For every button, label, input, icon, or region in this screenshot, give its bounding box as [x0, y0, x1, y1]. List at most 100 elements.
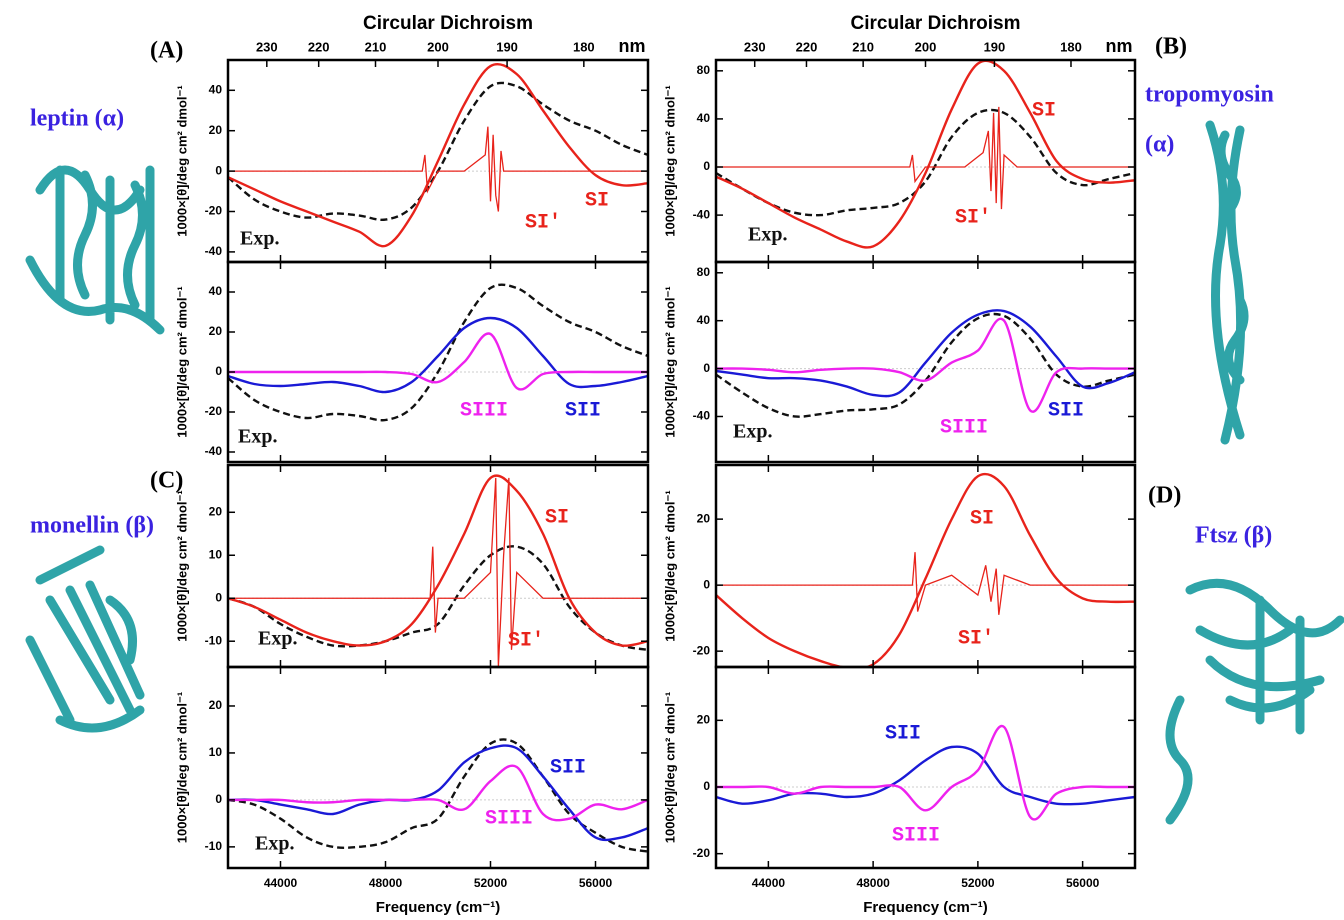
- y-tick-label: -40: [693, 409, 711, 423]
- x2-tick-label: 230: [256, 39, 278, 54]
- chart-title: Circular Dichroism: [851, 13, 1021, 34]
- y-tick-label: 20: [697, 713, 711, 727]
- series-line: [716, 106, 1135, 210]
- y-tick-label: -40: [205, 444, 223, 458]
- series-line: [716, 745, 1135, 806]
- panel-label: (D): [1148, 483, 1181, 509]
- series-label: SIII: [892, 824, 940, 847]
- y-axis-title: 1000×[θ]/deg cm² dmol⁻¹: [662, 286, 677, 438]
- y-tick-label: 0: [703, 577, 710, 591]
- y-tick-label: 80: [697, 265, 711, 279]
- y-tick-label: -40: [205, 244, 223, 258]
- x2-tick-label: 180: [573, 39, 595, 54]
- y-axis-title: 1000×[θ]/deg cm² dmol⁻¹: [174, 286, 189, 438]
- protein-name: leptin (α): [30, 106, 124, 132]
- x-tick-label: 44000: [264, 876, 298, 890]
- plot-frame: [226, 260, 650, 464]
- protein-name: monellin (β): [30, 513, 154, 539]
- plot: SI SI′ -20 0 20 1000×[θ]/deg cm² dmol⁻¹: [662, 463, 1137, 669]
- series-line: [716, 552, 1135, 615]
- series-label: SII: [565, 399, 601, 422]
- plot-frame: [714, 665, 1137, 870]
- plot: Exp. SII SIII -10 0 10 20 44000 48000 52000 56000 F…: [174, 665, 650, 916]
- series-label: SI: [1032, 99, 1056, 122]
- x2-tick-label: 220: [308, 39, 330, 54]
- y-tick-label: 20: [209, 324, 223, 338]
- x-tick-label: 56000: [579, 876, 613, 890]
- plot-frame: [714, 260, 1137, 464]
- y-tick-label: 20: [697, 511, 711, 525]
- panel-label: (C): [150, 468, 183, 494]
- x-axis-title: Frequency (cm⁻¹): [376, 899, 501, 916]
- y-tick-label: -20: [205, 404, 223, 418]
- plot: Exp. SI SI′ -10 0 10 20 1000×[θ]/deg cm² dmol⁻¹: [174, 463, 650, 669]
- series-label: SI′: [508, 629, 544, 652]
- plot: Exp. SI SI′ -40 0 40 80 230 220 210 200 190 180 nm Cir…: [662, 13, 1137, 264]
- y-tick-label: 20: [209, 504, 223, 518]
- x-tick-label: 48000: [369, 876, 403, 890]
- series-line: [716, 60, 1135, 249]
- chart-title: Circular Dichroism: [363, 13, 533, 34]
- series-label: Exp.: [258, 628, 297, 650]
- x2-axis-unit: nm: [619, 36, 646, 56]
- y-axis-title: 1000×[θ]/deg cm² dmol⁻¹: [174, 692, 189, 844]
- y-tick-label: 0: [703, 779, 710, 793]
- y-tick-label: 0: [703, 361, 710, 375]
- y-tick-label: -20: [205, 204, 223, 218]
- x2-tick-label: 210: [365, 39, 387, 54]
- x-tick-label: 48000: [856, 876, 890, 890]
- y-tick-label: 10: [209, 547, 223, 561]
- series-line: [228, 332, 648, 391]
- series-label: SII: [550, 756, 586, 779]
- y-tick-label: -20: [693, 643, 711, 657]
- y-axis-title: 1000×[θ]/deg cm² dmol⁻¹: [662, 85, 677, 237]
- x2-tick-label: 190: [496, 39, 518, 54]
- protein-name: tropomyosin: [1145, 82, 1274, 108]
- series-line: [716, 472, 1135, 667]
- series-line: [228, 545, 648, 651]
- plot-frame: [226, 665, 650, 870]
- series-label: SI: [585, 189, 609, 212]
- y-tick-label: 0: [215, 590, 222, 604]
- protein-name: Ftsz (β): [1195, 523, 1272, 549]
- series-line: [716, 317, 1135, 413]
- series-line: [228, 738, 648, 853]
- series-label: Exp.: [238, 426, 277, 448]
- x2-tick-label: 200: [915, 39, 937, 54]
- y-axis-title: 1000×[θ]/deg cm² dmol⁻¹: [662, 490, 677, 642]
- x2-tick-label: 200: [427, 39, 449, 54]
- y-tick-label: -20: [693, 846, 711, 860]
- x-axis-title: Frequency (cm⁻¹): [863, 899, 988, 916]
- x-tick-label: 52000: [961, 876, 995, 890]
- plot-frame: [714, 463, 1137, 669]
- series-line: [228, 477, 648, 667]
- y-tick-label: 40: [697, 313, 711, 327]
- y-tick-label: 10: [209, 745, 223, 759]
- x2-tick-label: 180: [1060, 39, 1082, 54]
- y-axis-title: 1000×[θ]/deg cm² dmol⁻¹: [174, 85, 189, 237]
- plot: Exp. SII SIII -40 -20 0 20 40 1000×[θ]/deg cm² d…: [174, 260, 650, 464]
- x2-tick-label: 220: [796, 39, 818, 54]
- y-axis-title: 1000×[θ]/deg cm² dmol⁻¹: [174, 490, 189, 642]
- y-tick-label: 20: [209, 698, 223, 712]
- y-tick-label: 20: [209, 123, 223, 137]
- y-tick-label: 40: [209, 284, 223, 298]
- series-line: [228, 126, 648, 212]
- y-tick-label: 40: [209, 82, 223, 96]
- series-label: SII: [885, 722, 921, 745]
- y-tick-label: 0: [703, 159, 710, 173]
- series-line: [228, 62, 648, 248]
- y-tick-label: 80: [697, 63, 711, 77]
- series-line: [228, 764, 648, 822]
- y-tick-label: 0: [215, 792, 222, 806]
- series-label: Exp.: [255, 833, 294, 855]
- x2-tick-label: 210: [852, 39, 874, 54]
- series-label: Exp.: [733, 421, 772, 443]
- series-line: [228, 283, 648, 422]
- panel-label: (B): [1155, 34, 1187, 60]
- series-line: [228, 316, 648, 394]
- x2-axis-unit: nm: [1106, 36, 1133, 56]
- series-label: SII: [1048, 399, 1084, 422]
- series-line: [716, 724, 1135, 821]
